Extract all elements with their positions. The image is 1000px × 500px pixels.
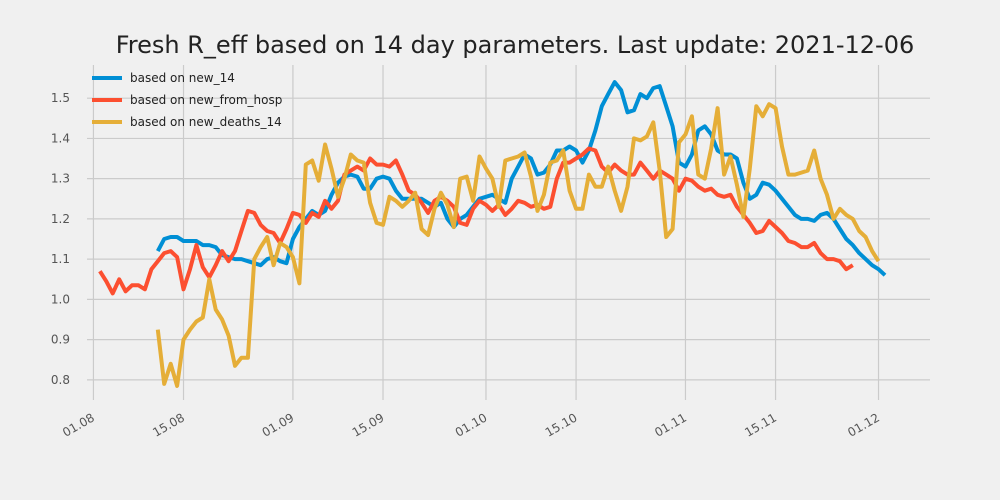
legend-label-3: based on new_deaths_14 bbox=[130, 115, 282, 129]
y-tick-label: 0.9 bbox=[51, 333, 70, 347]
series-line-3 bbox=[155, 102, 881, 388]
y-tick-label: 1.1 bbox=[51, 252, 70, 266]
legend-label-2: based on new_from_hosp bbox=[130, 93, 282, 107]
y-tick-label: 1.5 bbox=[51, 91, 70, 105]
legend-label-1: based on new_14 bbox=[130, 71, 235, 85]
y-tick-label: 0.8 bbox=[51, 373, 70, 387]
series-line-1 bbox=[156, 80, 887, 277]
y-axis: 0.8 0.9 1.0 1.1 1.2 1.3 1.4 1.5 bbox=[51, 91, 70, 387]
y-tick-label: 1.2 bbox=[51, 212, 70, 226]
y-tick-label: 1.4 bbox=[51, 131, 70, 145]
y-tick-label: 1.0 bbox=[51, 292, 70, 306]
series-line-2 bbox=[98, 146, 854, 296]
series-group bbox=[98, 80, 887, 388]
y-tick-label: 1.3 bbox=[51, 172, 70, 186]
chart-title: Fresh R_eff based on 14 day parameters. … bbox=[116, 31, 915, 59]
